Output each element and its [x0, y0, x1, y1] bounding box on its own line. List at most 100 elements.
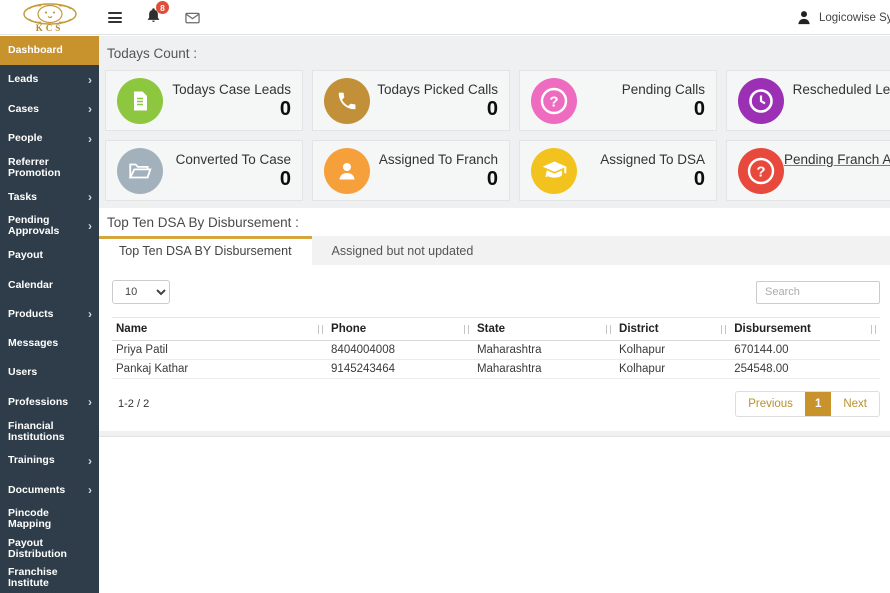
app-logo[interactable]: KCS	[0, 0, 99, 35]
stats-cards: Todays Case Leads 0 Todays Picked Calls …	[105, 70, 890, 201]
chevron-right-icon: ›	[88, 131, 92, 146]
sidebar-item-products[interactable]: Products ›	[8, 307, 92, 322]
sidebar-item-documents[interactable]: Documents ›	[8, 483, 92, 498]
card-title: Assigned To DSA	[600, 152, 705, 167]
pending-franch-approval-link[interactable]: Pending Franch Approval	[784, 152, 890, 167]
card-todays-case-leads: Todays Case Leads 0	[105, 70, 303, 131]
card-value: 0	[784, 98, 890, 120]
sidebar-item-payout[interactable]: Payout	[8, 249, 44, 262]
card-title: Rescheduled Leads	[792, 82, 890, 97]
sidebar-item-dashboard[interactable]: Dashboard	[0, 36, 99, 66]
card-value: 0	[693, 168, 705, 190]
question-circle-icon: ?	[747, 157, 775, 184]
table-row[interactable]: Pankaj Kathar 9145243464 Maharashtra Kol…	[112, 359, 880, 379]
column-header-disbursement[interactable]: Disbursement	[730, 317, 880, 341]
card-todays-picked-calls: Todays Picked Calls 0	[312, 70, 510, 131]
card-value: 0	[279, 98, 291, 120]
folder-open-icon	[128, 163, 152, 178]
messages-envelope-icon[interactable]	[185, 12, 200, 24]
dsa-disbursement-panel: Top Ten DSA By Disbursement : Top Ten DS…	[99, 208, 890, 431]
card-title: Todays Picked Calls	[377, 82, 498, 97]
todays-count-title: Todays Count :	[107, 46, 198, 61]
chevron-right-icon: ›	[88, 219, 92, 234]
next-page-button[interactable]: Next	[831, 392, 879, 416]
sidebar-item-people[interactable]: People ›	[8, 131, 92, 146]
sidebar-item-tasks[interactable]: Tasks ›	[8, 190, 92, 205]
bell-icon	[147, 8, 160, 22]
sidebar-item-trainings[interactable]: Trainings ›	[8, 453, 92, 468]
sidebar: Dashboard Leads › Cases › People › Referrer…	[0, 36, 99, 593]
sidebar-item-financial-institutions[interactable]: Financial Institutions	[8, 419, 65, 443]
sidebar-item-payout-distribution[interactable]: Payout Distribution	[8, 536, 67, 560]
card-rescheduled-leads: Rescheduled Leads 0	[726, 70, 890, 131]
logo-text: KCS	[35, 22, 64, 33]
sidebar-item-messages[interactable]: Messages	[8, 337, 59, 350]
search-input[interactable]	[756, 280, 880, 304]
notifications-button[interactable]: 8	[146, 1, 169, 28]
page-size-select[interactable]: 10	[112, 280, 170, 304]
card-value: 0	[784, 168, 890, 190]
chevron-right-icon: ›	[88, 72, 92, 87]
user-avatar-icon	[798, 11, 810, 25]
card-pending-franch-approval: ? Pending Franch Approval 0	[726, 140, 890, 201]
main-content: Todays Count : Todays Case Leads 0	[99, 36, 890, 593]
clock-icon	[749, 88, 773, 113]
graduation-cap-icon	[542, 161, 566, 178]
sort-icon	[721, 325, 727, 334]
sort-icon	[463, 325, 469, 334]
chevron-right-icon: ›	[88, 190, 92, 205]
pagination-info: 1-2 / 2	[118, 398, 150, 410]
sidebar-item-professions[interactable]: Professions ›	[8, 395, 92, 410]
column-header-phone[interactable]: Phone	[327, 317, 473, 341]
table-row[interactable]: Priya Patil 8404004008 Maharashtra Kolha…	[112, 340, 880, 360]
chevron-right-icon: ›	[88, 453, 92, 468]
card-title: Converted To Case	[175, 152, 291, 167]
card-value: 0	[486, 98, 498, 120]
dsa-table: Name Phone State District Disbursement P…	[112, 317, 880, 379]
chevron-right-icon: ›	[88, 307, 92, 322]
column-header-name[interactable]: Name	[112, 317, 328, 341]
page-1-button[interactable]: 1	[804, 392, 832, 416]
lion-crest-icon	[22, 2, 77, 25]
column-header-state[interactable]: State	[472, 317, 616, 341]
svg-text:?: ?	[549, 93, 558, 110]
user-menu[interactable]: Logicowise System	[796, 0, 890, 35]
tab-assigned-not-updated[interactable]: Assigned but not updated	[331, 244, 474, 258]
card-title: Pending Calls	[621, 82, 705, 97]
card-title: Assigned To Franch	[378, 152, 498, 167]
pagination: Previous 1 Next	[735, 391, 880, 417]
card-title: Todays Case Leads	[172, 82, 291, 97]
notification-badge: 8	[156, 1, 169, 14]
sidebar-item-users[interactable]: Users	[8, 366, 38, 379]
document-icon	[134, 91, 147, 110]
svg-text:?: ?	[756, 163, 765, 180]
question-circle-icon: ?	[540, 87, 568, 114]
dsa-tabs: Top Ten DSA BY Disbursement Assigned but…	[99, 236, 890, 266]
phone-icon	[338, 92, 356, 109]
card-value: 0	[279, 168, 291, 190]
chevron-right-icon: ›	[88, 483, 92, 498]
sort-icon	[871, 325, 876, 334]
sidebar-item-pincode-mapping[interactable]: Pincode Mapping	[8, 507, 52, 531]
sort-icon	[606, 325, 612, 334]
sidebar-item-leads[interactable]: Leads ›	[8, 72, 92, 87]
sidebar-item-cases[interactable]: Cases ›	[8, 102, 92, 117]
chevron-right-icon: ›	[88, 395, 92, 410]
person-icon	[339, 162, 355, 179]
sidebar-item-referrer-promotion[interactable]: Referrer Promotion	[8, 155, 61, 179]
tab-top-ten-dsa[interactable]: Top Ten DSA BY Disbursement	[99, 236, 312, 265]
previous-page-button[interactable]: Previous	[736, 392, 805, 416]
chevron-right-icon: ›	[88, 102, 92, 117]
card-value: 0	[693, 98, 705, 120]
card-converted-to-case: Converted To Case 0	[105, 140, 303, 201]
sidebar-item-pending-approvals[interactable]: Pending Approvals ›	[8, 214, 92, 238]
dsa-section-title: Top Ten DSA By Disbursement :	[99, 208, 890, 236]
sidebar-item-calendar[interactable]: Calendar	[8, 278, 53, 291]
card-assigned-to-franch: Assigned To Franch 0	[312, 140, 510, 201]
sidebar-item-franchise-institute[interactable]: Franchise Institute	[8, 565, 58, 589]
topbar: KCS 8 Logicowise System	[0, 0, 890, 35]
card-assigned-to-dsa: Assigned To DSA 0	[519, 140, 717, 201]
column-header-district[interactable]: District	[615, 317, 731, 341]
card-value: 0	[486, 168, 498, 190]
menu-toggle-icon[interactable]	[108, 12, 122, 23]
